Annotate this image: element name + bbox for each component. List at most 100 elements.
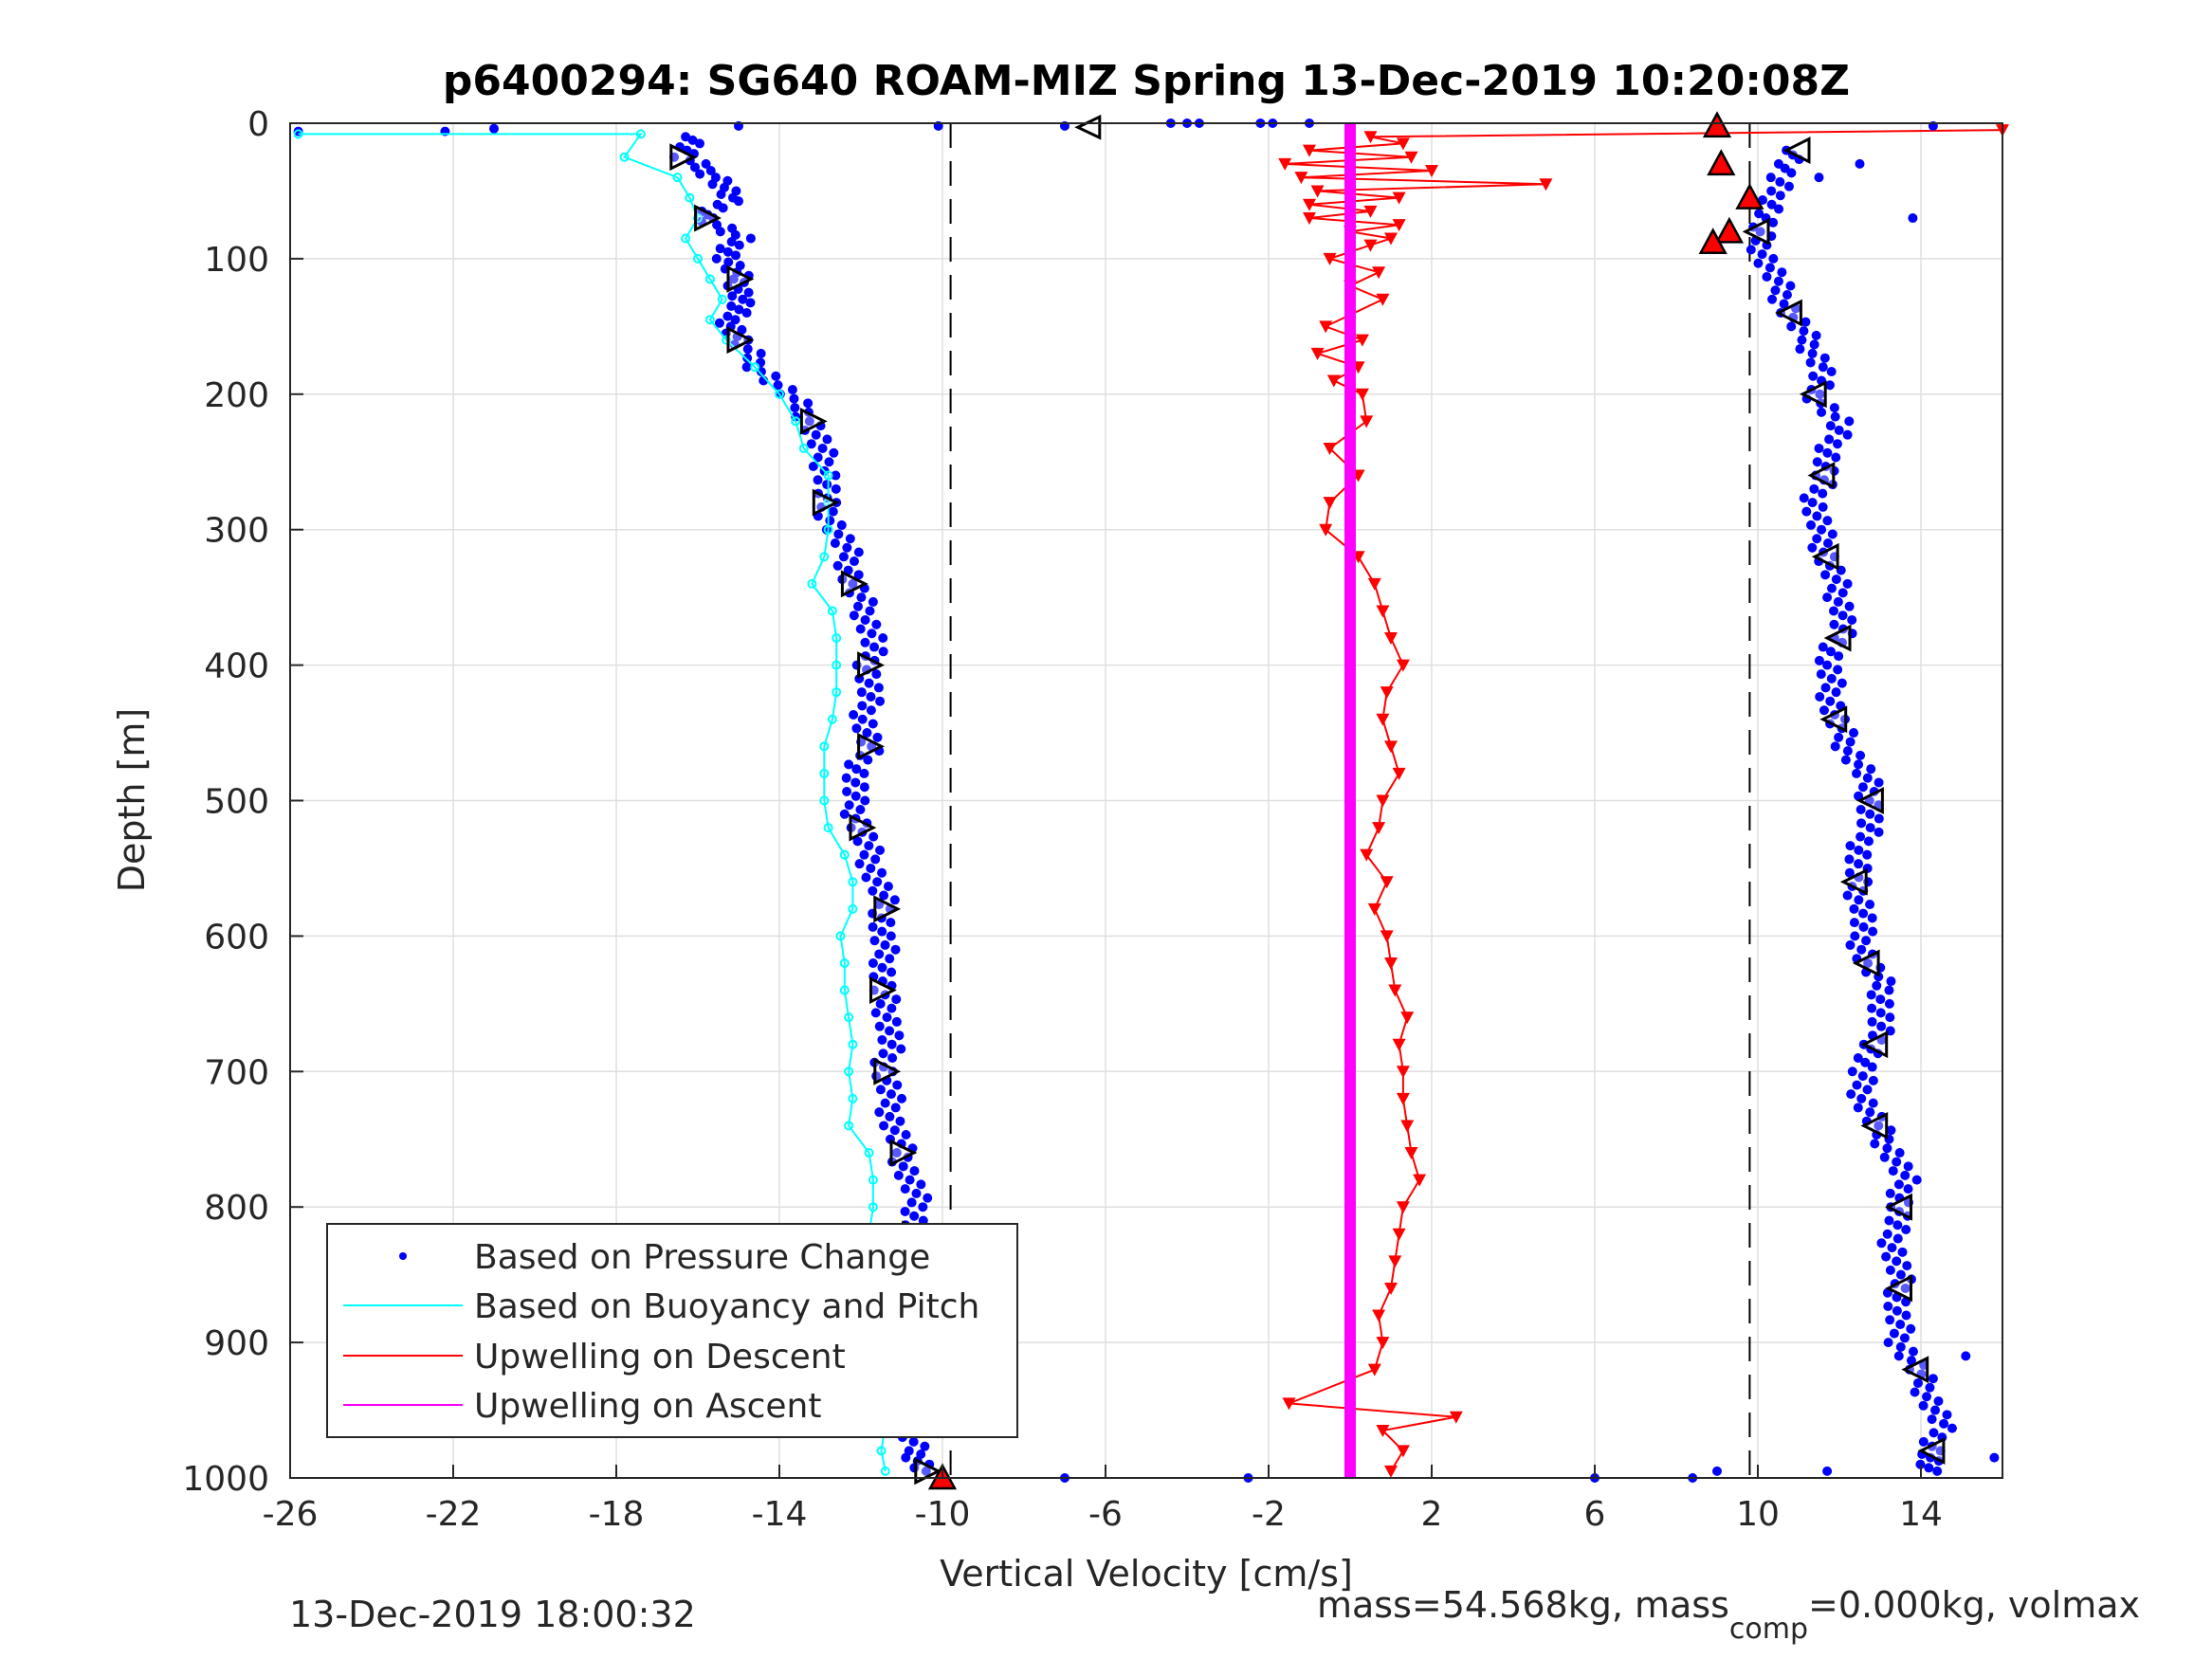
pressure-ascent-dot bbox=[1856, 750, 1866, 760]
pressure-ascent-dot bbox=[1818, 501, 1828, 512]
buoyancy-pitch-marker bbox=[819, 795, 830, 806]
pressure-ascent-dot bbox=[1915, 1459, 1926, 1469]
pressure-ascent-dot bbox=[1819, 705, 1829, 716]
pressure-descent-dot bbox=[734, 240, 744, 250]
upwelling-descent-triangle bbox=[1380, 876, 1394, 889]
pressure-ascent-dot bbox=[1883, 1301, 1893, 1311]
pressure-descent-dot bbox=[900, 1184, 910, 1194]
upwelling-descent-triangle bbox=[1392, 219, 1406, 232]
pressure-ascent-dot bbox=[1807, 498, 1818, 508]
y-tick-labels: 0 100 200 300 400 500 600 700 800 900 1000 bbox=[182, 105, 303, 1499]
pressure-ascent-dot bbox=[1822, 447, 1833, 458]
pressure-descent-dot bbox=[859, 768, 869, 778]
pressure-descent-dot bbox=[863, 755, 873, 765]
ascent-left-triangle bbox=[1860, 1030, 1889, 1059]
upwelling-descent-triangle bbox=[1376, 1337, 1390, 1350]
pressure-ascent-dot bbox=[1849, 728, 1859, 738]
pressure-ascent-dot bbox=[1893, 1351, 1904, 1361]
legend-label-upwelling-ascent: Upwelling on Ascent bbox=[474, 1387, 821, 1426]
pressure-ascent-dot bbox=[1892, 1220, 1903, 1231]
pressure-ascent-dot bbox=[1766, 186, 1777, 196]
upwelling-descent-triangle bbox=[1355, 388, 1369, 401]
pressure-descent-dot bbox=[878, 633, 888, 644]
upwelling-descent-triangle bbox=[1384, 232, 1398, 246]
pressure-descent-dot bbox=[874, 1107, 885, 1118]
pressure-outlier-dot bbox=[1961, 1351, 1971, 1361]
pressure-ascent-dot bbox=[1826, 366, 1837, 376]
pressure-ascent-dot bbox=[1882, 1143, 1892, 1154]
pressure-descent-dot bbox=[893, 1170, 904, 1180]
pressure-ascent-dot bbox=[1856, 944, 1867, 955]
descent-right-triangle bbox=[669, 143, 698, 172]
pressure-descent-dot bbox=[872, 732, 883, 742]
y-axis-label: Depth [m] bbox=[111, 708, 153, 893]
buoyancy-pitch-marker bbox=[717, 294, 727, 304]
pressure-descent-dot bbox=[890, 944, 901, 955]
pressure-ascent-dot bbox=[1773, 276, 1783, 286]
pressure-descent-dot bbox=[872, 877, 883, 887]
pressure-ascent-dot bbox=[1809, 483, 1819, 494]
buoyancy-pitch-marker bbox=[844, 1066, 854, 1077]
pressure-descent-dot bbox=[681, 132, 691, 142]
pressure-ascent-dot bbox=[1939, 1418, 1949, 1429]
pressure-ascent-dot bbox=[1892, 1157, 1902, 1167]
pressure-ascent-dot bbox=[1762, 271, 1772, 282]
pressure-ascent-dot bbox=[1768, 253, 1779, 264]
buoyancy-pitch-marker bbox=[293, 129, 303, 139]
pressure-descent-dot bbox=[864, 678, 874, 688]
pressure-ascent-dot bbox=[1829, 403, 1839, 413]
pressure-ascent-dot bbox=[1862, 849, 1873, 860]
x-tick-label: 10 bbox=[1736, 1495, 1780, 1534]
pressure-descent-dot bbox=[852, 836, 863, 847]
pressure-descent-dot bbox=[817, 443, 828, 453]
pressure-ascent-dot bbox=[1814, 443, 1824, 453]
upwelling-descent-triangle bbox=[1376, 713, 1390, 726]
pressure-descent-dot bbox=[875, 998, 886, 1009]
pressure-ascent-dot bbox=[1806, 520, 1817, 530]
pressure-descent-dot bbox=[728, 274, 739, 284]
pressure-descent-dot bbox=[813, 475, 823, 485]
buoyancy-pitch-marker bbox=[848, 1093, 858, 1103]
pressure-descent-dot bbox=[849, 611, 859, 621]
pressure-ascent-dot bbox=[1893, 1179, 1904, 1190]
pressure-descent-dot bbox=[909, 1166, 920, 1176]
upwelling-descent-triangle bbox=[1363, 239, 1378, 252]
buoyancy-pitch-marker bbox=[848, 877, 858, 887]
pressure-descent-dot bbox=[715, 244, 725, 254]
pressure-ascent-dot bbox=[1825, 647, 1836, 657]
x-tick-label: -10 bbox=[915, 1495, 971, 1534]
buoyancy-pitch-marker bbox=[868, 1175, 878, 1185]
pressure-ascent-dot bbox=[1854, 845, 1864, 855]
pressure-descent-dot bbox=[868, 921, 878, 932]
chart-title: p6400294: SG640 ROAM-MIZ Spring 13-Dec-2… bbox=[443, 57, 1850, 105]
y-tick-label: 0 bbox=[247, 105, 269, 144]
x-tick-labels: -26 -22 -18 -14 -10 -6 -2 2 6 10 14 bbox=[263, 1465, 1943, 1534]
upwelling-descent-triangle bbox=[1367, 577, 1381, 591]
pressure-ascent-dot bbox=[1862, 1085, 1873, 1095]
upwelling-descent-triangle bbox=[1323, 252, 1337, 265]
pressure-ascent-dot bbox=[1865, 900, 1875, 910]
pressure-ascent-dot bbox=[1861, 936, 1872, 946]
descent-right-triangle bbox=[849, 813, 877, 842]
pressure-ascent-dot bbox=[1856, 831, 1866, 842]
upwelling-descent-triangle bbox=[1319, 523, 1333, 537]
pressure-ascent-dot bbox=[1755, 227, 1765, 237]
buoyancy-pitch-marker bbox=[819, 552, 830, 562]
pressure-ascent-dot bbox=[1857, 782, 1868, 793]
pressure-descent-dot bbox=[855, 624, 866, 634]
y-tick-label: 300 bbox=[204, 512, 269, 551]
pressure-descent-dot bbox=[868, 596, 878, 607]
descent-right-triangle bbox=[726, 264, 755, 293]
pressure-descent-dot bbox=[853, 570, 864, 580]
pressure-descent-dot bbox=[730, 250, 740, 261]
pressure-descent-dot bbox=[887, 967, 897, 977]
pressure-descent-dot bbox=[874, 1021, 885, 1031]
pressure-ascent-dot bbox=[1844, 601, 1855, 611]
pressure-ascent-dot bbox=[1860, 1057, 1871, 1067]
pressure-ascent-dot bbox=[1882, 1229, 1892, 1239]
pressure-descent-dot bbox=[844, 800, 854, 811]
upwelling-descent-triangle bbox=[1400, 1012, 1415, 1025]
pressure-ascent-dot bbox=[1801, 506, 1812, 517]
red-up-triangle bbox=[1707, 149, 1736, 176]
pressure-ascent-dot bbox=[1910, 1387, 1920, 1397]
